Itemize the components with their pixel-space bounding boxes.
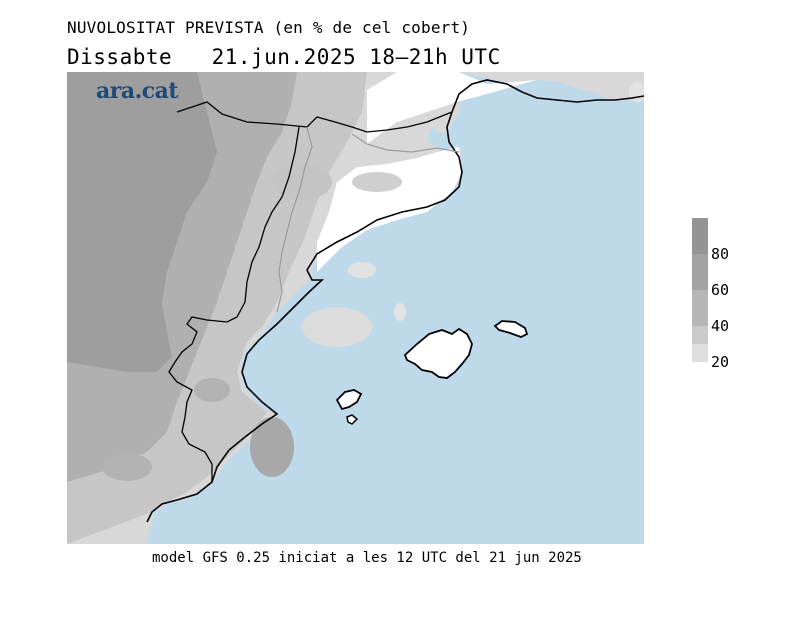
- ara-cat-logo: ara.cat: [96, 78, 179, 104]
- menorca-island: [493, 320, 529, 338]
- legend-label-60: 60: [711, 281, 730, 299]
- mallorca-island: [403, 327, 473, 379]
- ibiza-island: [335, 389, 363, 411]
- legend-swatch: [692, 218, 708, 254]
- legend-swatch: [692, 290, 708, 326]
- model-footer: model GFS 0.25 iniciat a les 12 UTC del …: [152, 550, 582, 566]
- border-line: [168, 126, 300, 482]
- border-line: [176, 101, 453, 133]
- cloud-patch: [352, 172, 402, 192]
- map-subtitle: Dissabte 21.jun.2025 18–21h UTC: [67, 45, 501, 69]
- map-title: NUVOLOSITAT PREVISTA (en % de cel cobert…: [67, 18, 471, 37]
- formentera-island: [346, 414, 359, 425]
- legend-swatch: [692, 344, 708, 362]
- coastline: [451, 79, 644, 113]
- clear-sky-coast: [317, 147, 462, 272]
- clear-sky-north: [367, 72, 537, 144]
- sea-cloud-patch: [348, 262, 376, 278]
- legend-label-20: 20: [711, 353, 730, 371]
- legend-label-40: 40: [711, 317, 730, 335]
- coastline: [146, 111, 463, 523]
- cloud-patch: [194, 378, 230, 402]
- border-line: [276, 126, 313, 313]
- cloud-cover-map: [67, 72, 644, 544]
- legend-swatch: [692, 254, 708, 290]
- cloud-patch: [250, 417, 294, 477]
- border-line: [351, 133, 460, 153]
- cloud-80-band: [67, 72, 217, 372]
- cloud-patch: [102, 453, 152, 481]
- legend-label-80: 80: [711, 245, 730, 263]
- sea-cloud-patch: [394, 303, 406, 321]
- sea-cloud-patch: [302, 307, 372, 347]
